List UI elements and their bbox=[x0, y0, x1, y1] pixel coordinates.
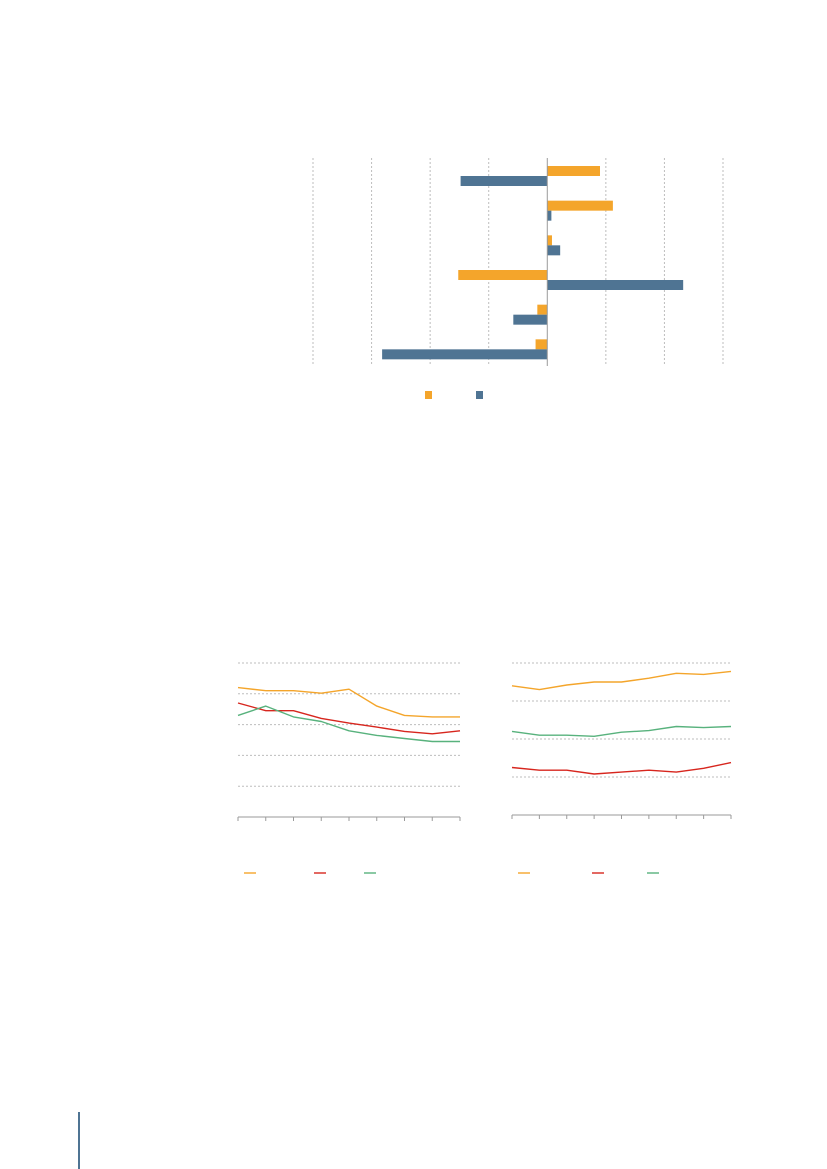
bar-orange-4 bbox=[537, 304, 548, 315]
line-chart-left bbox=[237, 662, 461, 874]
bar-blue-2 bbox=[547, 245, 561, 256]
bar-orange-5 bbox=[535, 339, 548, 350]
bar-orange-3 bbox=[458, 270, 548, 280]
bar-blue-0 bbox=[460, 176, 548, 186]
bar-blue-4 bbox=[513, 314, 548, 325]
bar-chart bbox=[312, 158, 724, 399]
bar-blue-1 bbox=[547, 210, 552, 221]
bar-orange-2 bbox=[547, 235, 552, 246]
right-chart-series-red bbox=[511, 761, 732, 775]
left-chart-series-green bbox=[237, 705, 460, 743]
legend-swatch-orange bbox=[425, 391, 432, 399]
legend-swatch-blue bbox=[476, 391, 483, 399]
line-chart-right bbox=[511, 662, 732, 874]
right-chart-series-orange bbox=[511, 670, 732, 691]
left-chart-series-red bbox=[237, 702, 461, 735]
right-chart-series-green bbox=[511, 725, 732, 738]
bar-blue-3 bbox=[547, 280, 684, 290]
bar-orange-1 bbox=[547, 200, 613, 211]
left-chart-series-orange bbox=[237, 686, 460, 718]
bar-orange-0 bbox=[547, 166, 600, 176]
bar-blue-5 bbox=[382, 349, 548, 360]
page-margin-rule bbox=[78, 1112, 80, 1169]
